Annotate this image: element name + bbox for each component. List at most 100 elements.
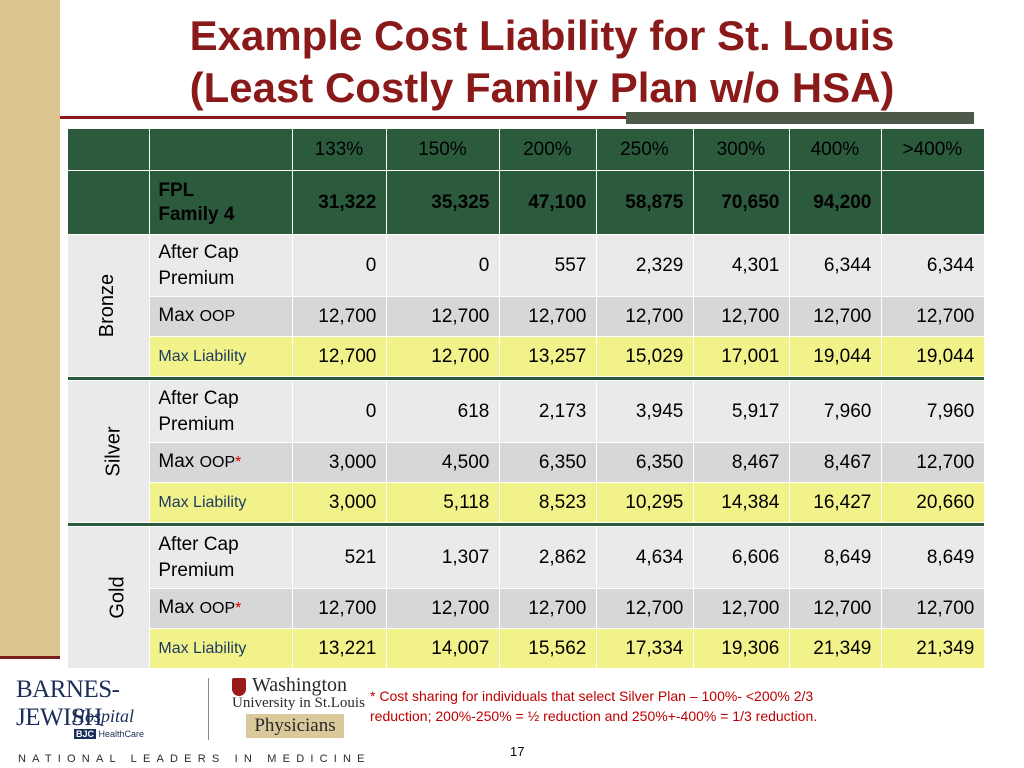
max-liability-value: 5,118 [386, 482, 501, 523]
max-liability-label: Max Liability [149, 482, 294, 523]
premium-value: 1,307 [386, 526, 501, 589]
tier-name: Silver [102, 426, 125, 477]
slide-title: Example Cost Liability for St. Louis (Le… [60, 10, 1024, 114]
max-label: Max [158, 451, 195, 472]
bronze-max-liability-row: Max Liability 12,700 12,700 13,257 15,029 17,… [68, 336, 986, 377]
left-decor-band [0, 0, 60, 656]
max-liability-value: 15,562 [499, 628, 598, 669]
premium-value: 3,945 [596, 380, 695, 443]
silver-tier-cell: Silver [66, 380, 151, 523]
max-oop-label-cell: Max OOP* [149, 588, 294, 629]
tier-name: Gold [106, 576, 129, 619]
premium-value: 0 [292, 234, 388, 297]
premium-label-cell: After Cap Premium [149, 234, 294, 297]
premium-value: 557 [499, 234, 598, 297]
after-cap-label: After Cap [158, 533, 239, 555]
fpl-value: 70,650 [693, 170, 791, 235]
gold-tier-cell: Gold [66, 526, 151, 669]
max-liability-label: Max Liability [149, 336, 294, 377]
max-liability-value: 21,349 [881, 628, 986, 669]
barnes-jewish-logo: BARNES-JEWISH Hospital BJC HealthCare [16, 676, 196, 740]
fpl-row: FPL Family 4 31,322 35,325 47,100 58,875 70,65… [66, 170, 986, 235]
wu-crest-icon [232, 678, 246, 696]
max-oop-value: 12,700 [499, 588, 598, 629]
max-liability-value: 14,007 [386, 628, 501, 669]
max-liability-value: 14,384 [693, 482, 791, 523]
silver-cost-sharing-footnote: * Cost sharing for individuals that sele… [370, 686, 970, 726]
max-oop-value: 6,350 [499, 442, 598, 483]
max-liability-label: Max Liability [149, 628, 294, 669]
premium-value: 618 [386, 380, 501, 443]
max-liability-value: 17,001 [693, 336, 791, 377]
max-label: Max [158, 597, 195, 618]
premium-value: 4,634 [596, 526, 695, 589]
premium-value: 8,649 [881, 526, 986, 589]
family-label: Family 4 [158, 203, 235, 225]
silver-premium-row: Silver After Cap Premium 0 618 2,173 3,945 5,91… [66, 380, 986, 523]
footnote-line-2: reduction; 200%-250% = ½ reduction and 2… [370, 708, 818, 724]
premium-value: 7,960 [789, 380, 883, 443]
premium-value: 2,173 [499, 380, 598, 443]
title-underline [60, 116, 626, 119]
premium-label-cell: After Cap Premium [149, 526, 294, 589]
oop-asterisk: * [235, 454, 242, 471]
premium-value: 4,301 [693, 234, 791, 297]
fpl-value: 47,100 [499, 170, 598, 235]
tagline: NATIONAL LEADERS IN MEDICINE [18, 753, 371, 765]
after-cap-label: After Cap [158, 241, 239, 263]
wu-logo-line-2: University in St.Louis [232, 695, 365, 711]
max-liability-value: 13,221 [292, 628, 388, 669]
max-oop-value: 6,350 [596, 442, 695, 483]
max-oop-value: 8,467 [789, 442, 883, 483]
gold-max-oop-row: Max OOP* 12,700 12,700 12,700 12,700 12,700 12… [68, 588, 986, 629]
max-liability-value: 20,660 [881, 482, 986, 523]
bronze-max-oop-row: Max OOP 12,700 12,700 12,700 12,700 12,700 12,… [68, 296, 986, 337]
column-header: 400% [789, 128, 883, 171]
max-liability-value: 19,044 [789, 336, 883, 377]
premium-value: 2,329 [596, 234, 695, 297]
max-oop-value: 12,700 [292, 588, 388, 629]
header-row: 133% 150% 200% 250% 300% 400% >400% [66, 128, 986, 171]
wu-physicians-badge: Physicians [246, 714, 344, 738]
max-liability-value: 12,700 [292, 336, 388, 377]
wu-logo-line-1: Washington [252, 674, 348, 696]
premium-value: 6,344 [789, 234, 883, 297]
column-header: 200% [499, 128, 598, 171]
max-oop-value: 12,700 [789, 296, 883, 337]
fpl-value: 58,875 [596, 170, 695, 235]
premium-value: 521 [292, 526, 388, 589]
max-liability-value: 21,349 [789, 628, 883, 669]
washington-university-logo: Washington University in St.Louis Physic… [232, 674, 365, 740]
logo-divider [208, 678, 209, 740]
header-corner-cell [66, 128, 151, 171]
max-liability-value: 19,306 [693, 628, 791, 669]
max-oop-value: 12,700 [789, 588, 883, 629]
bronze-premium-row: Bronze After Cap Premium 0 0 557 2,329 4,301 6,3… [66, 234, 986, 377]
bjc-badge: BJC [74, 729, 97, 739]
footnote-line-1: * Cost sharing for individuals that sele… [370, 688, 814, 704]
max-oop-value: 12,700 [386, 296, 501, 337]
column-header: >400% [881, 128, 986, 171]
max-oop-value: 12,700 [386, 588, 501, 629]
gold-premium-row: Gold After Cap Premium 521 1,307 2,862 4,634 6,… [66, 526, 986, 669]
column-header: 300% [693, 128, 791, 171]
column-header: 250% [596, 128, 695, 171]
premium-value: 6,606 [693, 526, 791, 589]
max-label: Max [158, 305, 195, 326]
max-oop-value: 12,700 [881, 296, 986, 337]
max-oop-label-cell: Max OOP [149, 296, 294, 337]
oop-asterisk: * [235, 600, 242, 617]
max-liability-value: 12,700 [386, 336, 501, 377]
max-oop-value: 12,700 [596, 588, 695, 629]
premium-value: 0 [386, 234, 501, 297]
fpl-value: 94,200 [789, 170, 883, 235]
oop-label: OOP [199, 600, 236, 617]
max-liability-value: 3,000 [292, 482, 388, 523]
oop-label: OOP [199, 308, 236, 325]
max-oop-value: 12,700 [292, 296, 388, 337]
max-oop-value: 12,700 [499, 296, 598, 337]
max-oop-value: 12,700 [693, 588, 791, 629]
premium-label: Premium [158, 559, 235, 581]
fpl-value: 35,325 [386, 170, 501, 235]
premium-value: 6,344 [881, 234, 986, 297]
